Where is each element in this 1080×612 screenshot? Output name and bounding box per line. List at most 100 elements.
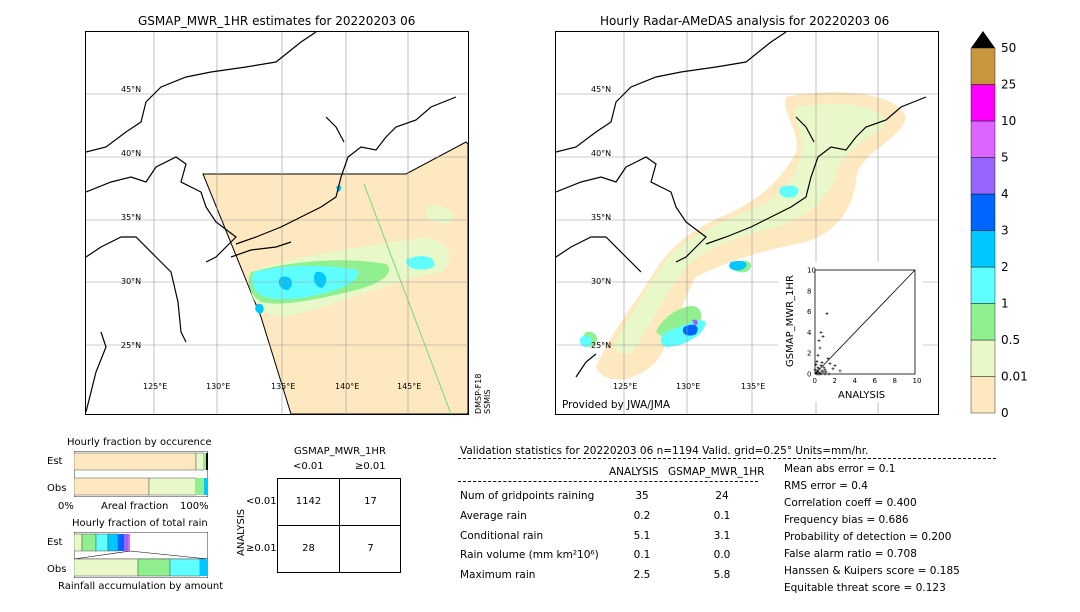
colorbar: 0 0.01 0.5 1 2 3 4 5 10 25 50	[970, 30, 1040, 420]
scatter-point-30	[827, 372, 831, 376]
occurrence-obs-none	[73, 477, 150, 496]
validation-row-3-label: Rain volume (mm km²10⁶)	[460, 549, 599, 561]
score-mae: Mean abs error = 0.1	[784, 463, 896, 475]
left-lat-labels: 45°N 40°N 35°N 30°N 25°N	[121, 85, 141, 350]
colorbar-label-0: 0	[1001, 406, 1009, 420]
scatter-xtick-3: 6	[873, 377, 878, 385]
right-rain-blue	[682, 324, 698, 336]
colorbar-label-9: 25	[1001, 78, 1016, 92]
total-obs-mid	[137, 558, 171, 577]
scatter-point-13	[817, 339, 821, 343]
scatter-point-28	[819, 372, 823, 376]
contingency-title: GSMAP_MWR_1HR	[294, 446, 386, 457]
colorbar-labels: 0 0.01 0.5 1 2 3 4 5 10 25 50	[1001, 41, 1028, 420]
left-lat-45: 45°N	[121, 85, 141, 94]
colorbar-cell-7	[970, 120, 996, 158]
right-rain-cyan-3	[779, 185, 799, 198]
total-est-violet	[128, 534, 130, 551]
right-map-credit: Provided by JWA/JMA	[562, 399, 671, 411]
right-lon-labels: 125°E 130°E 135°E	[613, 382, 765, 391]
scatter-point-16	[825, 312, 829, 316]
score-far: False alarm ratio = 0.708	[784, 548, 917, 560]
left-lon-125: 125°E	[143, 382, 167, 391]
colorbar-label-5: 3	[1001, 224, 1009, 238]
occurrence-axis-left: 0%	[58, 501, 74, 512]
score-frequency-bias: Frequency bias = 0.686	[784, 514, 909, 526]
left-rain-blue-2	[314, 271, 327, 288]
left-rain-cyan	[252, 265, 359, 300]
scatter-points	[813, 312, 842, 376]
scatter-xtick-0: 0	[813, 377, 817, 385]
validation-row-4-a: 2.5	[633, 569, 651, 581]
scatter-ytick-0: 0	[807, 371, 811, 379]
colorbar-label-3: 1	[1001, 297, 1009, 311]
colorbar-cell-1	[970, 339, 996, 377]
colorbar-cell-6	[970, 157, 996, 195]
scatter-point-9	[823, 368, 827, 372]
right-lat-25: 25°N	[591, 341, 611, 350]
scatter-xlabel: ANALYSIS	[838, 390, 885, 401]
total-est-cyan	[95, 533, 109, 552]
left-lon-145: 145°E	[397, 382, 421, 391]
left-rain-light-2	[425, 205, 453, 224]
scatter-point-19	[838, 369, 842, 373]
validation-row-0-label: Num of gridpoints raining	[460, 490, 595, 502]
total-title: Hourly fraction of total rain	[72, 518, 208, 529]
total-obs-blue	[200, 559, 208, 576]
validation-col-divider	[458, 481, 758, 482]
contingency-hline	[278, 525, 400, 526]
right-map: 45°N 40°N 35°N 30°N 25°N 125°E 130°E 135…	[555, 31, 939, 415]
scatter-xtick-2: 4	[853, 377, 858, 385]
total-est-label: Est	[47, 537, 63, 548]
scatter-point-5	[819, 364, 823, 368]
colorbar-label-2: 0.5	[1001, 333, 1020, 347]
contingency-col-1: ≥0.01	[355, 461, 386, 472]
scatter-xtick-1: 2	[833, 377, 837, 385]
right-lat-45: 45°N	[591, 85, 611, 94]
colorbar-label-8: 10	[1001, 114, 1016, 128]
colorbar-cell-8	[970, 84, 996, 122]
scatter-point-31	[813, 368, 817, 372]
scatter-svg: 00 2 2 4 4 6 6 8 8 10 10 ANALYSIS GSMAP_MWR_1HR	[785, 267, 921, 402]
right-rain-cyan-2	[579, 335, 592, 348]
scatter-ytick-2: 4	[807, 329, 812, 337]
left-lon-labels: 125°E 130°E 135°E 140°E 145°E	[143, 382, 421, 391]
occurrence-est-light	[195, 452, 205, 471]
colorbar-cells	[970, 47, 996, 414]
scatter-ticks: 00 2 2 4 4 6 6 8 8 10 10	[807, 267, 921, 386]
left-coastline	[86, 32, 457, 413]
scatter-xtick-4: 8	[893, 377, 897, 385]
left-lon-135: 135°E	[271, 382, 295, 391]
scatter-point-12	[818, 346, 822, 350]
left-rain-cyan-2	[406, 256, 435, 270]
colorbar-extend-arrow	[971, 31, 995, 48]
total-est-purple	[124, 534, 128, 551]
scatter-ytick-1: 2	[807, 350, 811, 358]
right-lon-130: 130°E	[676, 382, 700, 391]
total-est-mid	[81, 533, 97, 552]
validation-row-1-g: 0.1	[713, 510, 731, 522]
scatter-xtick-5: 10	[913, 377, 922, 385]
left-lon-140: 140°E	[335, 382, 359, 391]
contingency-cell-tn: 1142	[295, 496, 322, 507]
right-lat-labels: 45°N 40°N 35°N 30°N 25°N	[591, 85, 611, 350]
scatter-inset: 0 0 2 2 4 4 6 6 8 8 10 10 ANALYSIS GSMAP_MWR_1HR	[778, 262, 923, 402]
contingency-cell-fn: 28	[302, 543, 315, 554]
total-axis-label: Rainfall accumulation by amount	[58, 581, 224, 592]
scatter-point-15	[821, 335, 825, 339]
occurrence-obs-light	[148, 477, 197, 496]
colorbar-label-1: 0.01	[1001, 370, 1028, 384]
validation-row-4-g: 5.8	[713, 569, 731, 581]
occurrence-est-none	[73, 452, 197, 471]
scatter-diagonal	[814, 269, 916, 375]
right-map-title: Hourly Radar-AMeDAS analysis for 2022020…	[600, 14, 890, 28]
scatter-point-7	[821, 370, 825, 374]
scatter-ytick-3: 6	[807, 308, 812, 316]
score-rmse: RMS error = 0.4	[784, 480, 868, 492]
scatter-ytick-5: 10	[807, 267, 816, 275]
left-lat-30: 30°N	[121, 277, 141, 286]
occurrence-axis-right: 100%	[180, 501, 209, 512]
scatter-point-14	[819, 330, 823, 334]
colorbar-cell-4	[970, 230, 996, 268]
occurrence-title: Hourly fraction by occurence	[67, 437, 212, 448]
